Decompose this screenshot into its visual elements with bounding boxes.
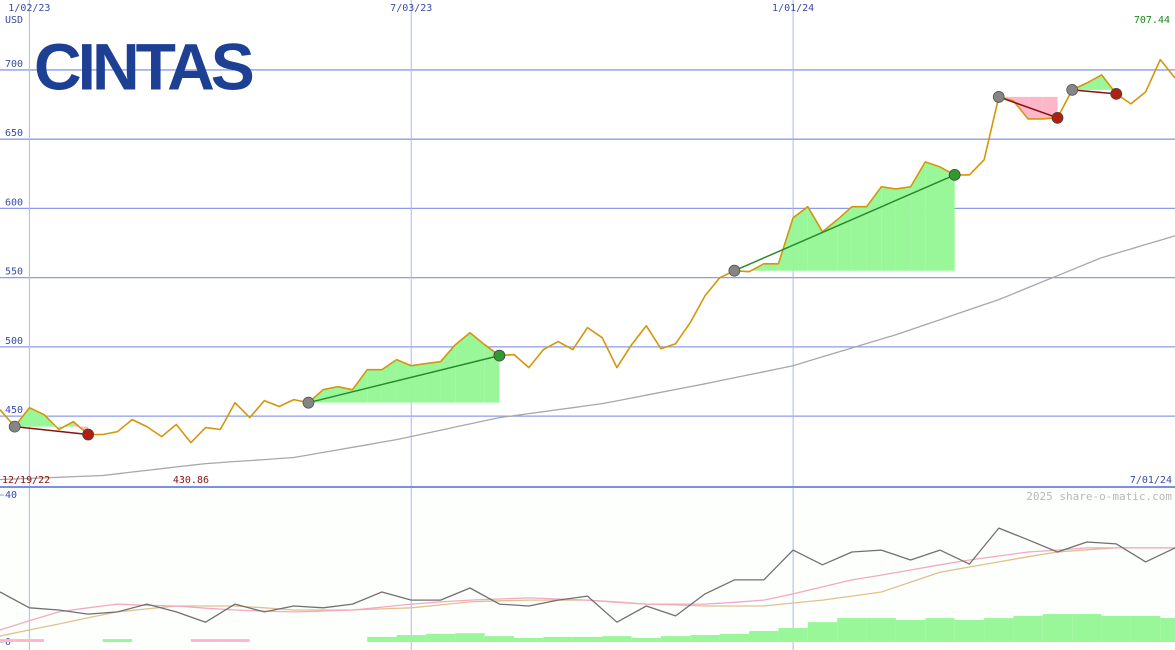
volume-bar — [102, 639, 133, 642]
y-tick-label: 700 — [5, 59, 23, 70]
trade-area — [440, 344, 456, 403]
volume-bar — [660, 636, 691, 642]
trade-area — [763, 263, 779, 271]
volume-bar — [0, 639, 15, 642]
trade-area — [381, 359, 397, 403]
entry-marker — [8, 420, 21, 433]
y-tick-label: 450 — [5, 405, 23, 416]
series-line — [0, 527, 1175, 623]
trade-area — [411, 363, 426, 403]
exit-marker — [948, 168, 961, 181]
trade-line — [998, 96, 1058, 119]
y-tick-label: 550 — [5, 267, 23, 278]
volume-bar — [220, 639, 250, 642]
volume-bar — [866, 618, 896, 642]
volume-bar — [631, 637, 661, 642]
y-tick-label: 600 — [5, 197, 23, 208]
trade-area — [807, 206, 823, 271]
trade-area — [925, 161, 940, 271]
volume-bar — [484, 636, 515, 642]
series-line — [0, 547, 1175, 631]
volume-bar — [396, 635, 426, 642]
volume-bar — [14, 639, 45, 642]
trade-area — [793, 206, 808, 271]
high-label: 707.44 — [1134, 15, 1170, 26]
volume-bar — [514, 637, 544, 642]
entry-marker — [728, 264, 741, 277]
volume-bar — [190, 639, 221, 642]
volume-bar — [807, 622, 838, 642]
watermark: 2025 share-o-matic.com — [1026, 490, 1172, 503]
trade-area — [352, 369, 368, 403]
y-tick-label: 40 — [5, 490, 17, 501]
volume-bar — [690, 635, 720, 642]
series-line — [0, 58, 1175, 444]
volume-bar — [543, 636, 573, 642]
volume-bar — [984, 618, 1014, 642]
volume-bar — [1101, 615, 1131, 642]
trade-area — [866, 186, 882, 271]
entry-marker — [302, 396, 315, 409]
y-tick-label: 650 — [5, 128, 23, 139]
exit-marker — [1051, 111, 1064, 124]
x-tick-label: 1/02/23 — [8, 3, 50, 14]
low-label: 430.86 — [173, 475, 209, 486]
trade-line — [1072, 89, 1117, 95]
volume-bar — [455, 633, 485, 642]
entry-marker — [992, 91, 1005, 103]
unit-label: USD — [5, 15, 23, 26]
trade-area — [337, 386, 353, 403]
trade-line — [14, 425, 89, 436]
volume-bar — [1042, 614, 1073, 642]
range-end: 7/01/24 — [1130, 475, 1172, 486]
volume-bar — [778, 628, 808, 642]
trade-area — [425, 361, 441, 403]
volume-bar — [572, 636, 603, 642]
trade-line — [308, 354, 500, 404]
exit-marker — [493, 349, 506, 362]
trade-area — [851, 206, 867, 271]
x-tick-label: 7/03/23 — [390, 3, 432, 14]
exit-marker — [82, 428, 95, 441]
volume-bar — [1130, 615, 1161, 642]
volume-bar — [367, 636, 397, 642]
trade-area — [1028, 96, 1043, 119]
trade-area — [822, 219, 838, 271]
volume-bar — [1013, 615, 1043, 642]
trade-area — [910, 161, 926, 271]
range-start: 12/19/22 — [2, 475, 50, 486]
trade-area — [837, 206, 852, 271]
y-tick-label: 0 — [5, 637, 11, 648]
volume-bar — [425, 633, 456, 642]
logo: CINTAS — [34, 29, 253, 103]
entry-marker — [1066, 83, 1079, 96]
trade-line — [734, 174, 955, 272]
trade-area — [29, 407, 45, 427]
trade-area — [1086, 74, 1102, 90]
trade-area — [396, 359, 412, 403]
trade-area — [470, 332, 485, 403]
volume-bar — [1160, 618, 1175, 642]
volume-bar — [719, 633, 750, 642]
volume-bar — [925, 618, 955, 642]
y-tick-label: 500 — [5, 336, 23, 347]
volume-bar — [1072, 614, 1102, 642]
volume-bar — [602, 636, 632, 642]
trade-area — [940, 166, 955, 271]
trade-area — [895, 186, 911, 271]
volume-bar — [895, 619, 926, 642]
volume-bar — [954, 619, 985, 642]
exit-marker — [1110, 87, 1123, 100]
trade-area — [881, 186, 896, 271]
series-line — [0, 235, 1175, 481]
trade-area — [455, 332, 470, 403]
x-tick-label: 1/01/24 — [772, 3, 814, 14]
volume-bar — [749, 630, 779, 642]
volume-bar — [837, 618, 867, 642]
